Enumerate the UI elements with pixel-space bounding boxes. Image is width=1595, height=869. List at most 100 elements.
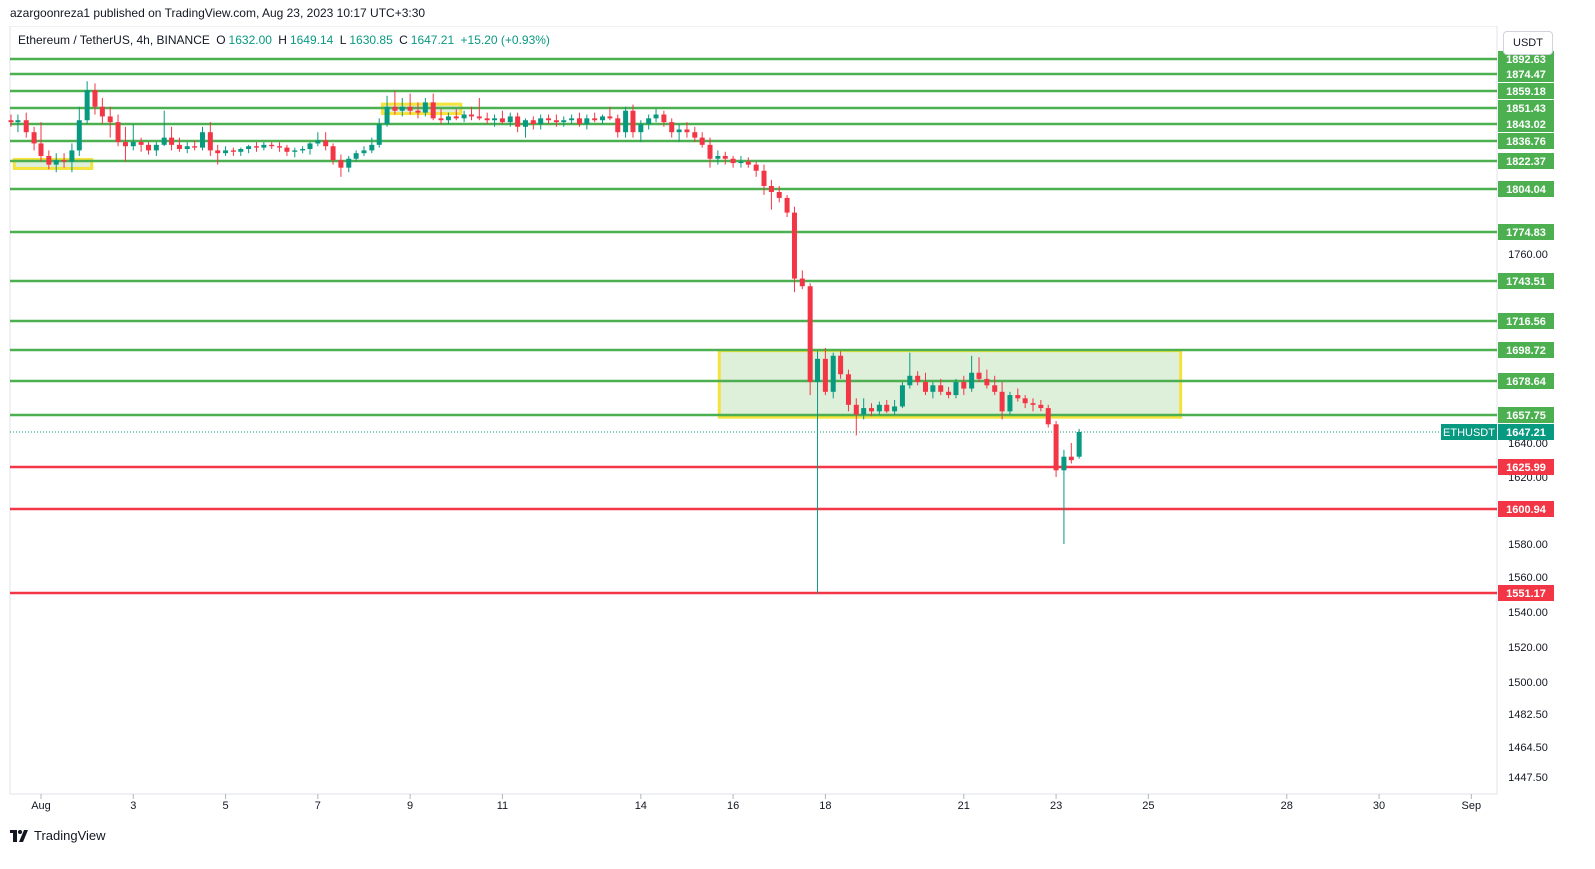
candle-body-42 bbox=[330, 146, 336, 161]
level-badge-bg bbox=[1498, 51, 1554, 67]
candle-body-96 bbox=[745, 161, 751, 165]
zone-box-0[interactable] bbox=[717, 349, 1183, 419]
candle-body-27 bbox=[215, 150, 221, 154]
symbol-header: Ethereum / TetherUS, 4h, BINANCE O 1632.0… bbox=[18, 33, 553, 47]
candle-body-10 bbox=[84, 90, 90, 121]
x-tick-label: Sep bbox=[1462, 800, 1482, 812]
candle-body-21 bbox=[169, 137, 175, 145]
price-chart[interactable]: 1760.001640.001620.001580.001560.001540.… bbox=[0, 26, 1560, 821]
brand-name: TradingView bbox=[34, 828, 106, 843]
candle-body-125 bbox=[969, 372, 975, 389]
candle-body-122 bbox=[946, 391, 952, 396]
candle-body-129 bbox=[999, 391, 1005, 412]
candle-body-3 bbox=[31, 132, 37, 144]
candle-body-101 bbox=[784, 197, 790, 213]
level-badge-label: 1774.83 bbox=[1506, 227, 1546, 239]
candle-body-53 bbox=[415, 110, 421, 113]
candle-body-87 bbox=[676, 129, 682, 133]
candle-body-98 bbox=[761, 170, 767, 187]
candle-body-99 bbox=[768, 186, 774, 193]
x-tick-label: 16 bbox=[727, 800, 739, 812]
candle-body-139 bbox=[1076, 432, 1082, 457]
candle-body-33 bbox=[261, 144, 267, 148]
candle-body-130 bbox=[1007, 395, 1013, 412]
candle-body-25 bbox=[199, 132, 205, 148]
candle-body-127 bbox=[984, 378, 990, 386]
level-badge-label: 1804.04 bbox=[1506, 184, 1547, 196]
zone-box-1[interactable] bbox=[12, 157, 94, 170]
candle-body-12 bbox=[99, 106, 105, 117]
last-price-badge: 1647.21 bbox=[1506, 427, 1546, 439]
candle-body-115 bbox=[892, 406, 898, 412]
symbol-badge: ETHUSDT bbox=[1443, 427, 1495, 439]
candle-body-22 bbox=[176, 144, 182, 150]
candle-body-86 bbox=[669, 122, 675, 133]
high-label: H bbox=[278, 33, 287, 47]
candle-body-40 bbox=[315, 140, 321, 144]
candle-body-11 bbox=[92, 90, 98, 107]
candle-body-76 bbox=[592, 118, 598, 121]
tradingview-logo[interactable]: TradingView bbox=[10, 828, 106, 843]
level-badge-label: 1551.17 bbox=[1506, 588, 1546, 600]
candle-body-107 bbox=[830, 355, 836, 392]
candle-body-133 bbox=[1030, 403, 1036, 405]
candle-body-20 bbox=[161, 137, 167, 145]
chart-frame[interactable]: 1760.00 1640.00 1620.00 1580.00 1560.00 1540.… bbox=[0, 26, 1560, 821]
level-badge-bg bbox=[1498, 181, 1554, 197]
level-badge-label: 1859.18 bbox=[1506, 86, 1546, 98]
candle-body-55 bbox=[430, 102, 436, 119]
candle-body-50 bbox=[392, 106, 398, 111]
candle-body-131 bbox=[1015, 395, 1021, 399]
candle-body-97 bbox=[753, 164, 759, 171]
symbol-title[interactable]: Ethereum / TetherUS, 4h, BINANCE bbox=[18, 33, 210, 47]
candle-body-7 bbox=[61, 160, 67, 162]
level-badge-label: 1743.51 bbox=[1506, 276, 1546, 288]
candle-body-60 bbox=[468, 114, 474, 117]
y-tick-label: 1482.50 bbox=[1508, 709, 1548, 721]
candle-body-14 bbox=[115, 122, 121, 143]
last-price-badge-bg bbox=[1498, 424, 1554, 440]
candle-body-103 bbox=[799, 278, 805, 287]
candle-body-104 bbox=[807, 286, 813, 383]
candle-body-111 bbox=[861, 408, 867, 415]
level-badge-bg bbox=[1498, 501, 1554, 517]
candle-body-84 bbox=[653, 114, 659, 119]
tradingview-logo-icon bbox=[10, 829, 28, 842]
candle-body-128 bbox=[992, 385, 998, 392]
candle-body-82 bbox=[638, 124, 644, 133]
candle-body-102 bbox=[791, 212, 797, 279]
candle-body-64 bbox=[499, 118, 505, 123]
candle-body-13 bbox=[107, 116, 113, 123]
candle-body-89 bbox=[692, 132, 698, 138]
candle-body-16 bbox=[130, 142, 136, 147]
currency-button[interactable]: USDT bbox=[1503, 31, 1553, 55]
candle-body-71 bbox=[553, 120, 559, 123]
x-tick-label: 9 bbox=[407, 800, 413, 812]
candle-body-117 bbox=[907, 375, 913, 386]
close-value: 1647.21 bbox=[410, 33, 455, 47]
candle-body-94 bbox=[730, 158, 736, 164]
candle-body-136 bbox=[1053, 424, 1059, 471]
level-badge-bg bbox=[1498, 224, 1554, 240]
candle-body-110 bbox=[853, 404, 859, 415]
high-value: 1649.14 bbox=[289, 33, 334, 47]
candle-body-38 bbox=[300, 149, 306, 151]
candle-body-2 bbox=[23, 120, 29, 133]
candle-body-57 bbox=[445, 116, 451, 121]
candle-body-92 bbox=[715, 155, 721, 159]
candle-body-126 bbox=[976, 372, 982, 379]
candle-body-88 bbox=[684, 129, 690, 133]
open-value: 1632.00 bbox=[228, 33, 272, 47]
candle-body-123 bbox=[953, 382, 959, 396]
candle-body-0 bbox=[8, 120, 14, 123]
candle-body-67 bbox=[522, 120, 528, 127]
candle-body-26 bbox=[207, 132, 213, 151]
level-badge-bg bbox=[1498, 313, 1554, 329]
close-label: C bbox=[399, 33, 408, 47]
candle-body-118 bbox=[915, 375, 921, 383]
candle-body-108 bbox=[838, 355, 844, 375]
candle-body-24 bbox=[192, 146, 198, 148]
candle-body-91 bbox=[707, 144, 713, 159]
level-badge-label: 1716.56 bbox=[1506, 316, 1546, 328]
publish-info: azargoonreza1 published on TradingView.c… bbox=[10, 6, 426, 20]
